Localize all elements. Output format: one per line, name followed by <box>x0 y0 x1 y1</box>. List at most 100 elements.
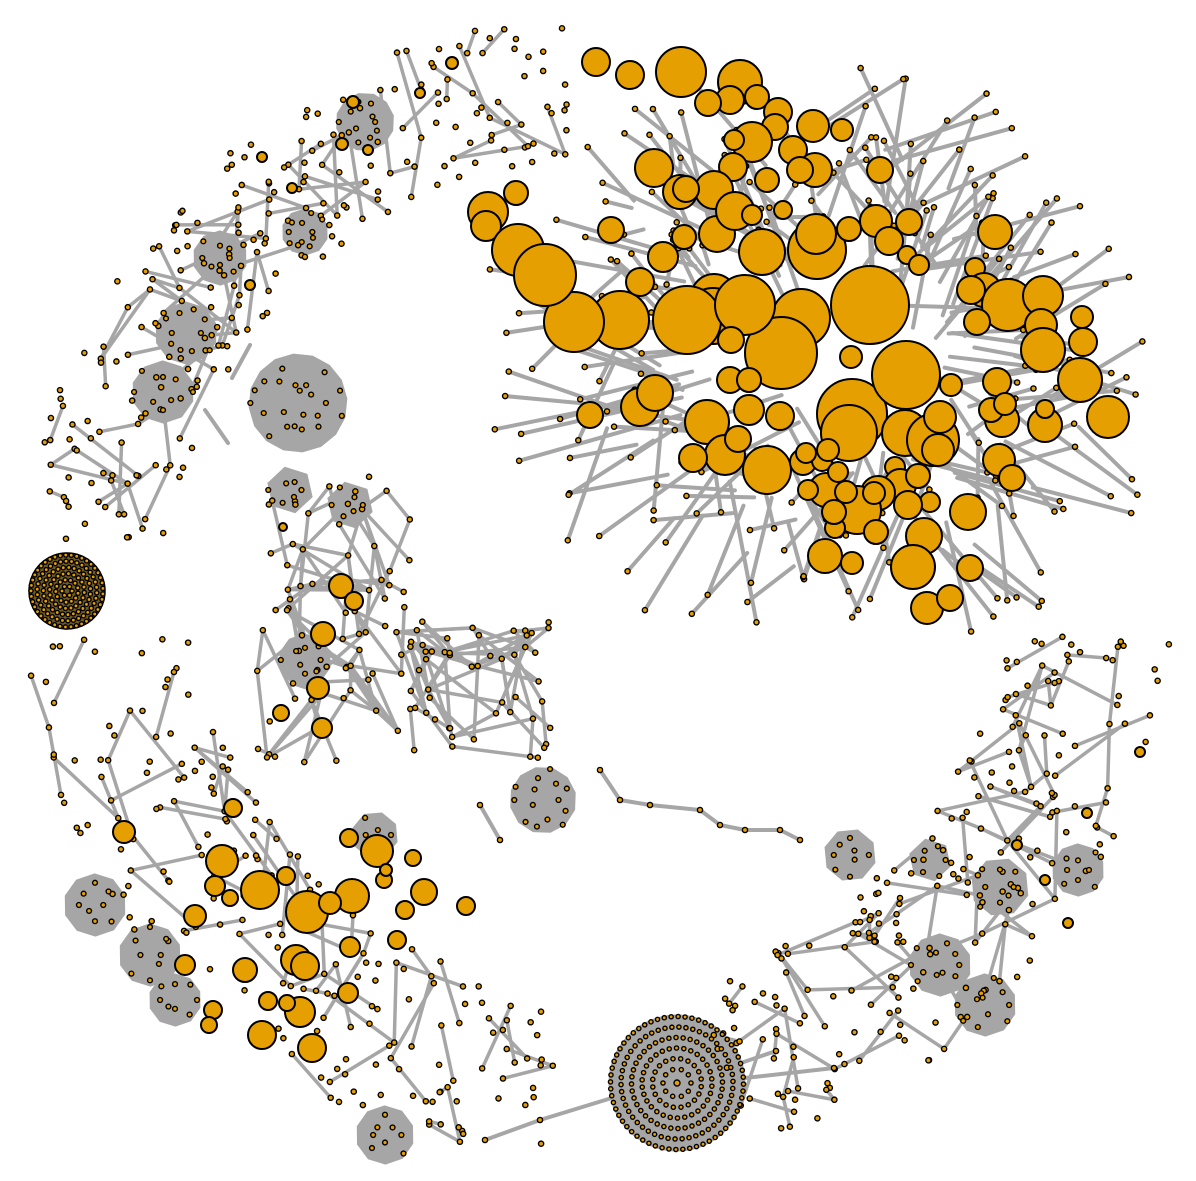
large-dense-component-node <box>994 594 1001 602</box>
bottom-center-star-component-node <box>739 1067 746 1074</box>
bottom-center-star-component-node <box>632 1043 638 1049</box>
isolated-ring-cluster-node <box>62 605 69 612</box>
lower-left-component-node <box>137 951 144 959</box>
large-dense-component-node <box>982 252 990 259</box>
lower-right-arc-component-node <box>782 969 790 976</box>
large-dense-component-edge <box>566 438 656 497</box>
large-dense-component-node <box>1026 211 1034 219</box>
center-small-cliques-edge <box>540 699 548 746</box>
upper-left-arc-component-edge <box>96 481 130 504</box>
upper-left-arc-component-node <box>374 196 382 203</box>
lower-right-arc-component-edge <box>1013 713 1033 789</box>
large-dense-component-node <box>827 461 849 483</box>
lower-right-arc-component-edge <box>980 897 1057 936</box>
upper-left-arc-component-node <box>488 131 495 139</box>
lower-right-arc-component-node <box>949 870 957 878</box>
lower-left-component-node <box>131 926 138 933</box>
large-dense-component-node <box>1042 199 1050 206</box>
isolated-ring-cluster-node <box>88 561 94 568</box>
lower-right-arc-component-node <box>933 882 941 890</box>
lower-left-component-node <box>317 1074 325 1081</box>
isolated-ring-cluster-node <box>38 563 44 569</box>
lower-left-component-node <box>186 1011 193 1018</box>
upper-left-arc-component-node <box>548 109 555 117</box>
upper-left-arc-component-node <box>386 169 394 177</box>
large-dense-component-node <box>893 490 923 520</box>
isolated-ring-cluster-node <box>66 583 73 590</box>
upper-left-arc-component-node <box>384 208 392 216</box>
center-small-cliques-edge <box>408 644 480 668</box>
lower-right-arc-component-node <box>1017 889 1025 897</box>
upper-left-arc-component-node <box>539 48 547 55</box>
upper-left-arc-component-node <box>256 229 264 237</box>
bottom-center-star-component-node <box>740 1081 747 1087</box>
upper-left-arc-component-node <box>563 126 570 134</box>
lower-left-component-node <box>138 649 146 657</box>
lower-left-component-node <box>252 852 260 859</box>
upper-left-arc-component-node <box>355 139 362 146</box>
lower-left-component-node <box>50 751 58 758</box>
bottom-center-star-component-node <box>689 1123 695 1129</box>
large-dense-component-node <box>865 197 872 204</box>
lower-right-arc-component-node <box>907 961 915 969</box>
left-center-chain-component-edge <box>352 609 404 676</box>
lower-left-component-node <box>247 1020 277 1050</box>
lower-left-component-node <box>91 879 99 886</box>
lower-left-component-edge <box>129 853 204 873</box>
bottom-center-star-component-node <box>708 1036 715 1042</box>
upper-left-arc-component-node <box>240 241 247 249</box>
lower-left-component-node <box>276 920 284 928</box>
bottom-center-star-component-node <box>609 1065 615 1071</box>
bottom-center-star-component-node <box>731 1114 737 1121</box>
large-dense-component-node <box>638 350 645 357</box>
lower-left-component-node <box>523 1055 531 1062</box>
lower-right-arc-component-node <box>1061 880 1068 887</box>
bottom-center-star-component-node <box>673 1146 679 1153</box>
upper-left-arc-component-node <box>168 340 175 347</box>
lower-left-component-node <box>339 936 361 958</box>
center-small-cliques-edge <box>698 808 722 827</box>
bottom-center-star-component-node <box>634 1133 640 1139</box>
large-dense-component-node <box>662 539 669 546</box>
isolated-ring-cluster-node <box>49 614 55 620</box>
upper-left-arc-component-edge <box>297 139 304 191</box>
bottom-center-star-component-node <box>634 1119 641 1126</box>
bottom-center-star-component-node <box>710 1052 717 1059</box>
upper-left-arc-component-edge <box>143 269 213 290</box>
bottom-center-star-component-node <box>714 1058 720 1065</box>
lower-right-arc-component-node <box>1110 832 1117 840</box>
lower-right-arc-component-node <box>1012 868 1019 875</box>
upper-left-arc-component-edge <box>489 122 524 137</box>
isolated-ring-cluster-node <box>55 566 61 572</box>
lower-left-component-node <box>60 799 68 807</box>
lower-left-component-node <box>503 1045 511 1053</box>
lower-left-component-edge <box>106 708 132 762</box>
upper-left-arc-component-node <box>262 235 270 242</box>
lower-right-arc-component-node <box>973 996 981 1003</box>
large-dense-component-edge <box>910 232 933 330</box>
bottom-center-star-component-node <box>704 1097 711 1103</box>
center-small-cliques-node <box>546 724 554 732</box>
bottom-center-star-component-node <box>672 1136 678 1142</box>
bottom-center-star-component-node <box>627 1048 634 1055</box>
bottom-center-star-component-node <box>678 1093 685 1100</box>
lower-right-arc-component-edge <box>1105 722 1112 790</box>
upper-left-arc-component-node <box>113 358 120 365</box>
upper-left-arc-component-node <box>494 98 502 106</box>
bottom-center-star-component-node <box>650 1084 656 1090</box>
lower-left-component-node <box>184 691 192 698</box>
bottom-center-star-component-node <box>696 1028 703 1035</box>
upper-left-arc-component-node <box>508 162 516 170</box>
left-center-chain-component-node <box>347 662 354 670</box>
large-dense-component-node <box>786 156 814 184</box>
node-layer <box>27 25 1173 1157</box>
large-dense-component-node <box>744 84 770 110</box>
lower-left-component-node <box>91 648 99 655</box>
bottom-center-star-component-node <box>666 1146 672 1152</box>
upper-left-arc-component-node <box>551 150 558 157</box>
isolated-ring-cluster-node <box>43 566 50 573</box>
lower-left-component-node <box>437 958 444 965</box>
left-center-chain-component-node <box>297 661 304 668</box>
upper-left-arc-component-node <box>407 193 415 201</box>
bottom-center-star-component-node <box>708 1076 715 1082</box>
